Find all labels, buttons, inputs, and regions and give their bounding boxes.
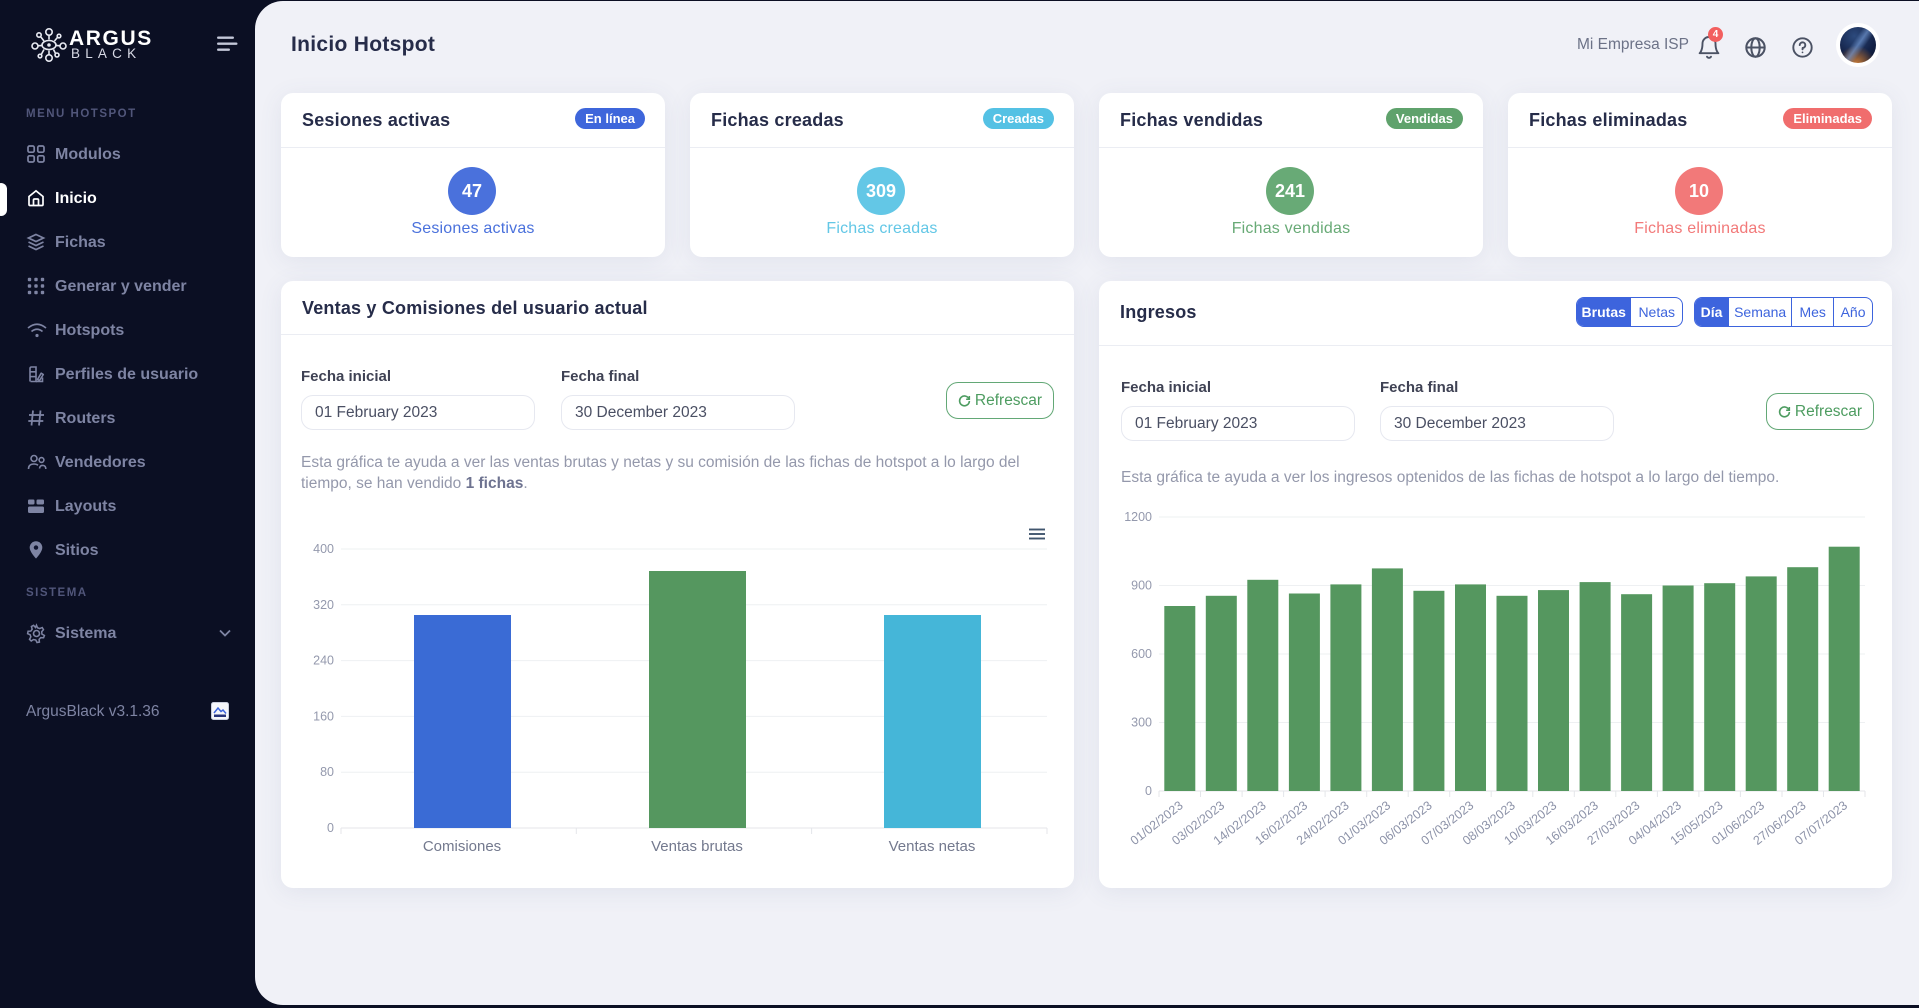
svg-text:Comisiones: Comisiones <box>423 838 501 855</box>
svg-text:240: 240 <box>313 654 334 668</box>
svg-text:80: 80 <box>320 765 334 779</box>
svg-text:300: 300 <box>1131 716 1152 730</box>
svg-text:0: 0 <box>327 821 334 835</box>
svg-text:320: 320 <box>313 598 334 612</box>
svg-text:600: 600 <box>1131 647 1152 661</box>
svg-text:1200: 1200 <box>1124 510 1152 524</box>
svg-text:Ventas brutas: Ventas brutas <box>651 838 743 855</box>
svg-text:900: 900 <box>1131 579 1152 593</box>
svg-text:Ventas netas: Ventas netas <box>889 838 976 855</box>
svg-text:400: 400 <box>313 542 334 556</box>
svg-text:0: 0 <box>1145 784 1152 798</box>
svg-text:160: 160 <box>313 709 334 723</box>
